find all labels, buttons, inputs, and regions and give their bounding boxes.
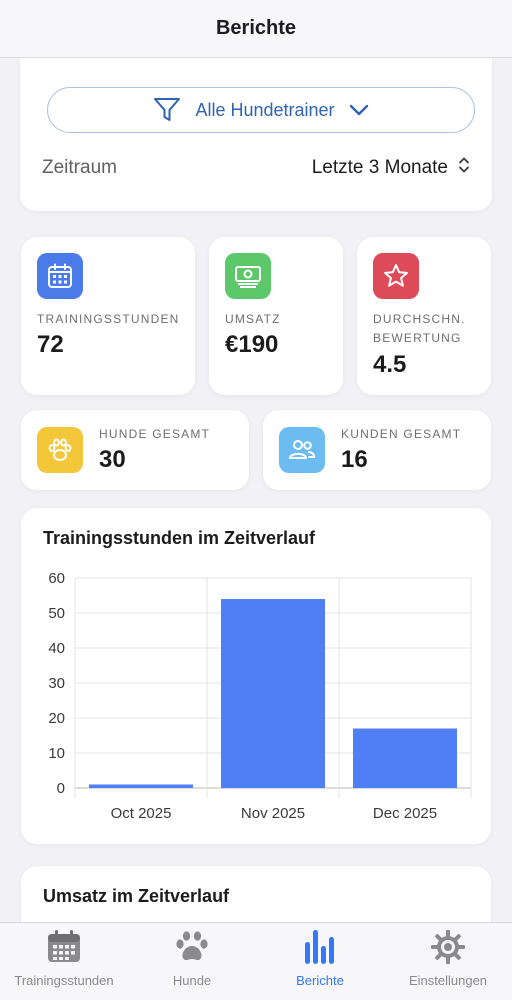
page-title: Berichte <box>215 17 297 39</box>
period-value: Letzte 3 Monate <box>311 157 448 178</box>
star-icon <box>373 253 419 299</box>
bar <box>353 728 457 788</box>
y-tick-label: 50 <box>48 605 65 622</box>
dogs-value: 30 <box>99 446 126 473</box>
money-icon <box>225 253 271 299</box>
paw-icon <box>37 427 83 473</box>
navigation-bar: Berichte <box>0 0 512 58</box>
calendar-icon <box>37 253 83 299</box>
revenue-label: UMSATZ <box>225 312 281 326</box>
tab-label: Hunde <box>172 973 212 988</box>
dogs-stat-card: HUNDE GESAMT 30 <box>21 410 249 490</box>
trainer-filter-button[interactable]: Alle Hundetrainer <box>47 87 475 133</box>
tab-hunde[interactable]: Hunde <box>128 923 256 1000</box>
tab-berichte[interactable]: Berichte <box>256 923 384 1000</box>
chart-title: Trainingsstunden im Zeitverlauf <box>43 528 316 548</box>
period-label: Zeitraum <box>42 157 117 178</box>
revenue-stat-card: UMSATZ €190 <box>209 237 343 395</box>
tab-trainingsstunden[interactable]: Trainingsstunden <box>0 923 128 1000</box>
customers-stat-card: KUNDEN GESAMT 16 <box>263 410 491 490</box>
revenue-chart-title: Umsatz im Zeitverlauf <box>43 886 230 906</box>
trainer-filter-label: Alle Hundetrainer <box>195 99 335 120</box>
tab-bar: Trainingsstunden Hunde Berichte <box>0 922 512 1000</box>
rating-label-line2: BEWERTUNG <box>373 331 462 345</box>
training-hours-value: 72 <box>37 331 64 358</box>
chevron-down-icon <box>349 104 369 116</box>
tab-einstellungen[interactable]: Einstellungen <box>384 923 512 1000</box>
bar <box>221 599 325 788</box>
period-row: Zeitraum Letzte 3 Monate <box>42 154 470 182</box>
dogs-label: HUNDE GESAMT <box>99 427 211 441</box>
customers-label: KUNDEN GESAMT <box>341 427 462 441</box>
filter-card: Alle Hundetrainer Zeitraum Letzte 3 Mona… <box>20 58 492 211</box>
customers-value: 16 <box>341 446 368 473</box>
y-tick-label: 30 <box>48 675 65 692</box>
calendar-icon <box>46 929 82 965</box>
tab-label: Einstellungen <box>408 973 488 988</box>
training-hours-stat-card: TRAININGSSTUNDEN 72 <box>21 237 195 395</box>
y-tick-label: 10 <box>48 745 65 762</box>
tab-label: Trainingsstunden <box>14 973 114 988</box>
training-hours-chart-card: Trainingsstunden im Zeitverlauf 0 10 20 30 4… <box>21 508 491 844</box>
rating-stat-card: DURCHSCHN. BEWERTUNG 4.5 <box>357 237 491 395</box>
reports-scroll-area[interactable]: Alle Hundetrainer Zeitraum Letzte 3 Mona… <box>0 58 512 922</box>
revenue-chart-card: Umsatz im Zeitverlauf <box>21 866 491 922</box>
x-tick-label: Dec 2025 <box>373 805 437 822</box>
rating-label-line1: DURCHSCHN. <box>373 312 466 326</box>
rating-value: 4.5 <box>373 351 407 378</box>
training-hours-bar-chart: 0 10 20 30 40 50 60 Oct 2025 Nov 2025 Dec 2025 <box>48 570 472 822</box>
period-picker[interactable]: Letzte 3 Monate <box>312 156 470 180</box>
y-tick-label: 0 <box>57 780 65 797</box>
training-hours-label: TRAININGSSTUNDEN <box>37 312 180 326</box>
chevron-up-down-icon <box>458 156 470 180</box>
rating-label: DURCHSCHN. BEWERTUNG <box>373 310 466 348</box>
paw-icon <box>174 929 210 965</box>
gear-icon <box>430 929 466 965</box>
filter-icon <box>153 97 181 123</box>
y-tick-label: 40 <box>48 640 65 657</box>
x-tick-label: Oct 2025 <box>111 805 172 822</box>
y-tick-label: 60 <box>48 570 65 587</box>
people-icon <box>279 427 325 473</box>
bar-chart-icon <box>302 929 338 965</box>
bar <box>89 784 193 788</box>
y-tick-label: 20 <box>48 710 65 727</box>
tab-label: Berichte <box>296 973 344 988</box>
revenue-value: €190 <box>225 331 279 358</box>
x-tick-label: Nov 2025 <box>241 805 305 822</box>
